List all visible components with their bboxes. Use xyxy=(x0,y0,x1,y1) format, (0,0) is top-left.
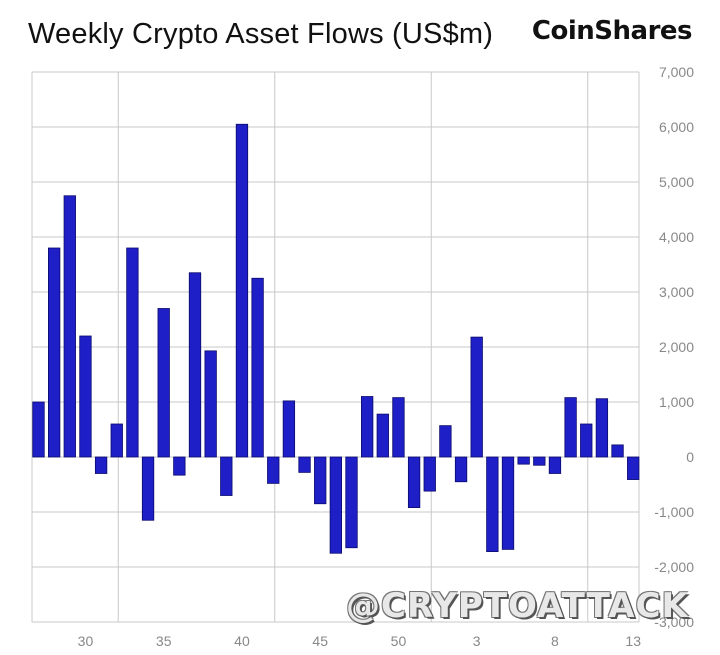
bar xyxy=(157,308,170,458)
bar xyxy=(126,247,139,458)
bar xyxy=(517,456,530,465)
bar xyxy=(454,456,468,483)
y-tick-label: -2,000 xyxy=(654,559,694,575)
bar xyxy=(267,456,280,484)
y-tick-label: 1,000 xyxy=(659,394,694,410)
axis-labels: 7,000 6,000 5,000 4,000 3,000 2,000 1,000 0 -1,0… xyxy=(78,64,695,649)
bar xyxy=(173,456,186,476)
bar xyxy=(423,456,436,492)
bar xyxy=(298,456,311,473)
bar xyxy=(235,123,249,458)
bar xyxy=(79,335,92,458)
bar xyxy=(486,456,499,552)
bar xyxy=(533,456,546,466)
bar xyxy=(595,398,609,458)
bar xyxy=(439,425,452,458)
x-tick-label: 30 xyxy=(78,633,94,649)
bar xyxy=(329,456,343,554)
bar xyxy=(564,397,577,458)
y-tick-label: 7,000 xyxy=(659,64,694,80)
y-tick-label: 5,000 xyxy=(659,174,694,190)
bar xyxy=(204,350,217,458)
bar xyxy=(48,247,61,458)
bar xyxy=(501,456,515,550)
bar xyxy=(141,456,155,521)
y-tick-label: 2,000 xyxy=(659,339,694,355)
bar xyxy=(220,456,233,496)
x-tick-label: 50 xyxy=(391,633,407,649)
bar xyxy=(110,423,123,458)
watermark: @CRYPTOATTACK xyxy=(346,586,689,626)
chart-title: Weekly Crypto Asset Flows (US$m) xyxy=(28,18,494,50)
bar xyxy=(580,423,593,458)
y-tick-label: 3,000 xyxy=(659,284,694,300)
bar xyxy=(548,456,562,474)
bars xyxy=(32,123,640,554)
x-tick-label: 45 xyxy=(312,633,328,649)
bar xyxy=(94,456,108,474)
x-tick-label: 8 xyxy=(551,633,559,649)
bar xyxy=(188,272,202,458)
y-tick-label: 6,000 xyxy=(659,119,694,135)
bar xyxy=(611,444,624,458)
bar xyxy=(376,413,389,458)
bar xyxy=(360,396,374,458)
bar xyxy=(282,400,296,458)
x-tick-label: 3 xyxy=(473,633,481,649)
x-tick-label: 40 xyxy=(234,633,250,649)
bar xyxy=(63,195,76,458)
y-tick-label: 4,000 xyxy=(659,229,694,245)
bar xyxy=(314,456,327,505)
bar xyxy=(251,277,264,458)
bar xyxy=(470,336,483,458)
bar xyxy=(392,397,405,458)
bar xyxy=(32,401,45,458)
x-tick-label: 13 xyxy=(625,633,641,649)
bar xyxy=(345,456,358,549)
y-tick-label: 0 xyxy=(686,449,694,465)
bar xyxy=(627,456,640,480)
y-tick-label: -1,000 xyxy=(654,504,694,520)
coinshares-logo: CoinShares xyxy=(531,16,693,46)
y-tick-label: -3,000 xyxy=(654,614,694,630)
bar xyxy=(407,456,421,508)
x-tick-label: 35 xyxy=(156,633,172,649)
